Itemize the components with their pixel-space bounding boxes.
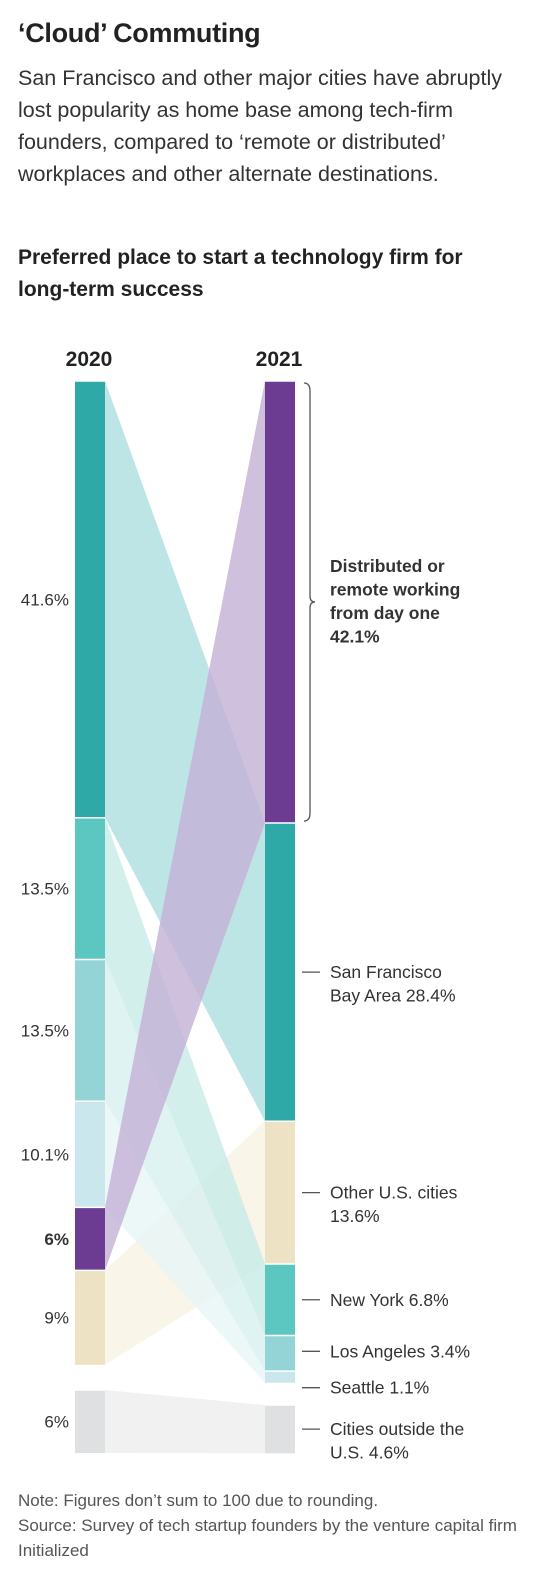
chart-footnote: Note: Figures don’t sum to 100 due to ro… xyxy=(18,1488,518,1563)
flow-band-outside_us xyxy=(105,1390,265,1454)
chart-title: Preferred place to start a technology fi… xyxy=(18,246,463,301)
bar-2021-la xyxy=(265,1335,295,1372)
flow-band-remote xyxy=(105,381,265,1271)
category-label-sf: San Francisco Bay Area 28.4% xyxy=(330,962,456,1006)
value-label-2020-remote: 6% xyxy=(44,1230,69,1249)
year-label-2020: 2020 xyxy=(66,348,113,371)
year-label-2021: 2021 xyxy=(256,348,303,371)
flow-band-ny xyxy=(105,817,265,1336)
bar-2020-ny xyxy=(75,817,105,960)
category-label-remote: Distributed or remote working from day one… xyxy=(330,556,460,647)
page-subtitle: San Francisco and other major cities hav… xyxy=(18,66,502,186)
value-label-2020-sf: 41.6% xyxy=(21,590,69,609)
bar-2021-sf xyxy=(265,823,295,1122)
bracket-remote xyxy=(303,382,316,822)
flow-band-sf xyxy=(105,381,265,1122)
category-label-seattle: Seattle 1.1% xyxy=(330,1378,429,1398)
bar-2021-other_us xyxy=(265,1121,295,1265)
category-label-la: Los Angeles 3.4% xyxy=(330,1341,470,1361)
bar-2021-remote xyxy=(265,381,295,824)
bar-2021-ny xyxy=(265,1264,295,1336)
value-label-2020-other_us: 9% xyxy=(44,1309,69,1328)
bar-2020-other_us xyxy=(75,1270,105,1365)
flow-band-seattle xyxy=(105,1101,265,1383)
value-label-2020-outside_us: 6% xyxy=(44,1413,69,1432)
source-text: Source: Survey of tech startup founders … xyxy=(18,1516,517,1560)
note-text: Note: Figures don’t sum to 100 due to ro… xyxy=(18,1491,379,1510)
value-label-2020-la: 13.5% xyxy=(21,1021,69,1040)
bar-2021-outside_us xyxy=(265,1405,295,1454)
bar-2020-sf xyxy=(75,381,105,818)
page-title: ‘Cloud’ Commuting xyxy=(18,18,261,48)
slope-chart: 2020 2021 41.6% 13.5% 13.5% 10.1% 6% 9% 6% Distri… xyxy=(21,348,470,1463)
value-label-2020-ny: 13.5% xyxy=(21,880,69,899)
bar-2020-remote xyxy=(75,1207,105,1271)
bar-2021-seattle xyxy=(265,1371,295,1383)
value-label-2020-seattle: 10.1% xyxy=(21,1145,69,1164)
category-label-outside_us: Cities outside the U.S. 4.6% xyxy=(330,1419,464,1463)
bar-2020-la xyxy=(75,959,105,1102)
bar-2020-seattle xyxy=(75,1101,105,1208)
category-label-other_us: Other U.S. cities 13.6% xyxy=(330,1183,458,1227)
category-label-ny: New York 6.8% xyxy=(330,1290,449,1310)
bar-2020-outside_us xyxy=(75,1390,105,1453)
